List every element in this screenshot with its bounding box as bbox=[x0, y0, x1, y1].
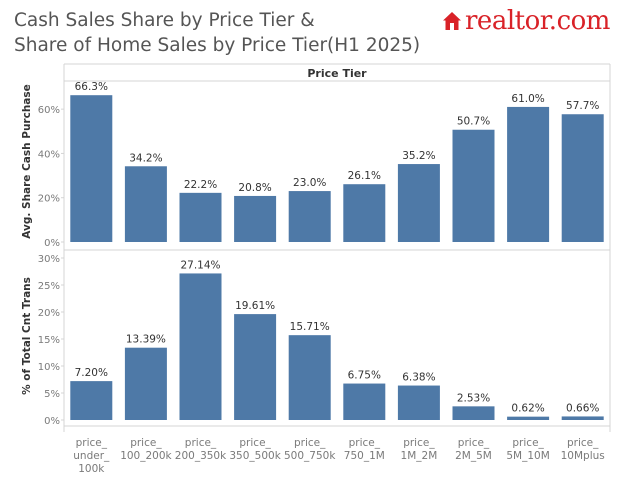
bar-1-4 bbox=[234, 195, 277, 242]
data-label: 35.2% bbox=[402, 150, 435, 162]
y-tick-label: 15% bbox=[38, 335, 60, 346]
data-label: 7.20% bbox=[75, 367, 108, 379]
bar-1-9 bbox=[507, 106, 550, 242]
data-label: 61.0% bbox=[511, 93, 544, 105]
x-category-label: price_ bbox=[76, 437, 108, 449]
data-label: 2.53% bbox=[457, 392, 490, 404]
x-category-label: 2M_5M bbox=[455, 450, 492, 462]
column-header: Price Tier bbox=[307, 67, 367, 80]
x-category-label: price_ bbox=[349, 437, 381, 449]
bar-1-7 bbox=[397, 164, 440, 242]
x-category-label: price_ bbox=[512, 437, 544, 449]
y-tick-label: 25% bbox=[38, 281, 60, 292]
bar-2-6 bbox=[343, 383, 386, 420]
bar-1-10 bbox=[561, 114, 604, 242]
y-tick-label: 30% bbox=[38, 254, 60, 265]
data-label: 66.3% bbox=[75, 81, 108, 93]
data-label: 50.7% bbox=[457, 116, 490, 128]
x-category-label: 1M_2M bbox=[401, 450, 438, 462]
y-tick-label: 20% bbox=[38, 308, 60, 319]
data-label: 57.7% bbox=[566, 100, 599, 112]
x-category-label: 750_1M bbox=[344, 450, 385, 462]
y-tick-label: 40% bbox=[38, 149, 60, 160]
bar-1-1 bbox=[70, 95, 113, 242]
x-category-label: 200_350k bbox=[175, 450, 227, 462]
y-tick-label: 60% bbox=[38, 105, 60, 116]
x-category-label: under_ bbox=[73, 450, 110, 462]
y-tick-label: 0% bbox=[44, 416, 60, 427]
x-category-label: price_ bbox=[567, 437, 599, 449]
data-label: 15.71% bbox=[290, 321, 330, 333]
bar-1-2 bbox=[124, 166, 167, 242]
y-axis-title: % of Total Cnt Trans bbox=[21, 277, 33, 395]
bar-2-1 bbox=[70, 381, 113, 420]
bar-2-7 bbox=[397, 385, 440, 420]
bar-1-3 bbox=[179, 192, 222, 242]
house-icon bbox=[443, 12, 461, 30]
bar-2-3 bbox=[179, 273, 222, 420]
y-tick-label: 0% bbox=[44, 238, 60, 249]
data-label: 6.38% bbox=[402, 372, 435, 384]
bar-2-2 bbox=[124, 347, 167, 420]
bar-2-10 bbox=[561, 416, 604, 420]
x-category-label: 100k bbox=[78, 463, 105, 475]
data-label: 0.62% bbox=[511, 403, 544, 415]
x-category-label: price_ bbox=[130, 437, 162, 449]
data-label: 23.0% bbox=[293, 177, 326, 189]
bar-2-4 bbox=[234, 314, 277, 420]
bar-1-8 bbox=[452, 129, 495, 242]
y-tick-label: 5% bbox=[44, 389, 60, 400]
y-tick-label: 20% bbox=[38, 194, 60, 205]
title-line-1: Cash Sales Share by Price Tier & bbox=[14, 10, 315, 31]
brand-logo: realtor.com bbox=[442, 6, 610, 36]
data-label: 13.39% bbox=[126, 334, 166, 346]
data-label: 0.66% bbox=[566, 402, 599, 414]
y-tick-label: 10% bbox=[38, 362, 60, 373]
data-label: 22.2% bbox=[184, 179, 217, 191]
data-label: 6.75% bbox=[348, 370, 381, 382]
y-axis-title: Avg. Share Cash Purchase bbox=[21, 84, 33, 239]
bar-2-8 bbox=[452, 406, 495, 420]
x-category-label: 350_500k bbox=[229, 450, 281, 462]
bar-2-9 bbox=[507, 416, 550, 420]
bar-2-5 bbox=[288, 335, 331, 420]
x-category-label: 100_200k bbox=[120, 450, 172, 462]
data-label: 19.61% bbox=[235, 300, 275, 312]
x-category-label: 500_750k bbox=[284, 450, 336, 462]
x-category-label: 10Mplus bbox=[561, 450, 605, 462]
brand-name: realtor.com bbox=[465, 6, 610, 36]
data-label: 26.1% bbox=[348, 170, 381, 182]
chart-title: Cash Sales Share by Price Tier & Share o… bbox=[14, 8, 420, 58]
x-category-label: price_ bbox=[458, 437, 490, 449]
bar-1-6 bbox=[343, 184, 386, 242]
x-category-label: 5M_10M bbox=[506, 450, 549, 462]
data-label: 27.14% bbox=[180, 259, 220, 271]
bar-1-5 bbox=[288, 191, 331, 242]
data-label: 20.8% bbox=[238, 182, 271, 194]
x-category-label: price_ bbox=[403, 437, 435, 449]
x-category-label: price_ bbox=[239, 437, 271, 449]
x-category-label: price_ bbox=[294, 437, 326, 449]
x-category-label: price_ bbox=[185, 437, 217, 449]
title-line-2: Share of Home Sales by Price Tier(H1 202… bbox=[14, 35, 421, 56]
data-label: 34.2% bbox=[129, 152, 162, 164]
